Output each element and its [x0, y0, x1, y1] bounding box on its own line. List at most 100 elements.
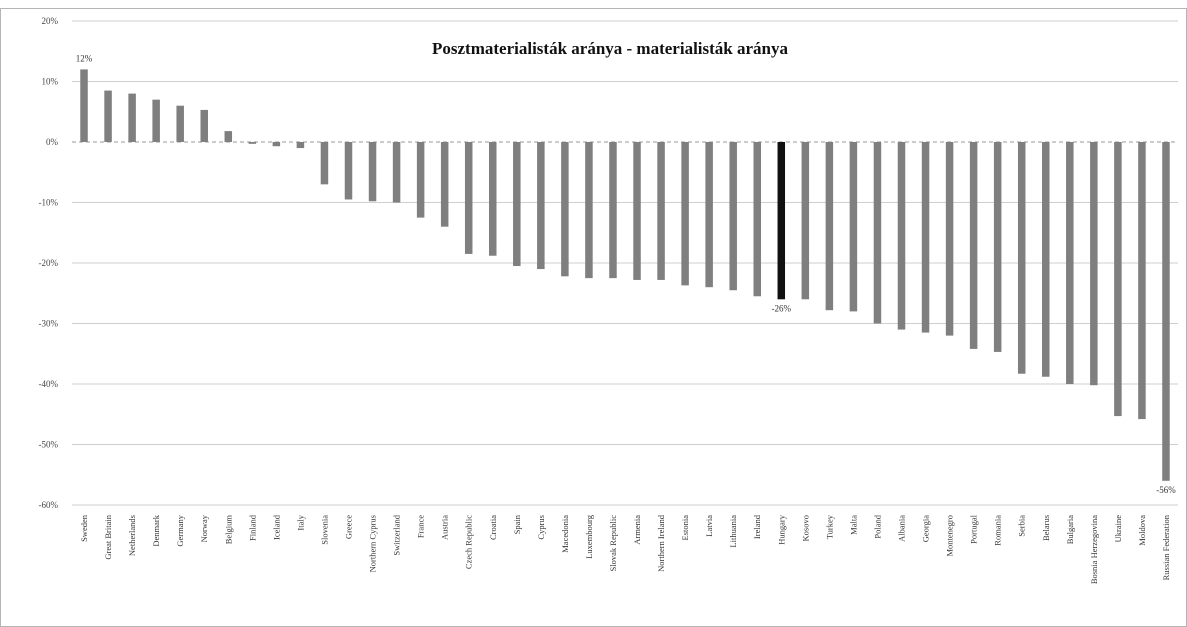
- bar: [296, 142, 305, 149]
- bar: [272, 142, 281, 147]
- y-axis-ticks: 20% 10% 0% -10% -20% -30% -40% -50% -60%: [39, 16, 59, 510]
- bar: [489, 142, 497, 256]
- bar: [801, 142, 810, 300]
- category-label: Turkey: [824, 514, 834, 539]
- category-label: Albania: [897, 515, 907, 542]
- bar: [80, 69, 88, 142]
- bar: [585, 142, 593, 279]
- y-tick-label: -30%: [39, 319, 59, 329]
- bar: [657, 142, 665, 280]
- category-label: Ireland: [752, 514, 762, 539]
- data-label: -56%: [1156, 485, 1176, 495]
- category-label: Norway: [199, 514, 209, 542]
- category-label: Northern Ireland: [656, 514, 666, 572]
- bar: [825, 142, 834, 311]
- category-label: Georgia: [921, 515, 931, 542]
- bar: [777, 142, 786, 300]
- bar: [224, 131, 233, 142]
- bar: [633, 142, 641, 280]
- category-label: Montenegro: [945, 515, 955, 557]
- category-label: Greece: [344, 515, 354, 539]
- y-tick-label: -60%: [39, 500, 59, 510]
- category-label: Spain: [512, 514, 522, 534]
- bar: [945, 142, 954, 336]
- category-label: Ukraine: [1113, 515, 1123, 543]
- bar: [392, 142, 401, 203]
- bar: [1017, 142, 1026, 374]
- category-label: Lithuania: [728, 515, 738, 548]
- category-label: Poland: [872, 514, 882, 538]
- bar: [537, 142, 545, 270]
- y-tick-label: 20%: [42, 16, 59, 26]
- bar: [1138, 142, 1146, 420]
- category-label: Macedonia: [560, 515, 570, 553]
- bar: [152, 99, 160, 142]
- category-label: Belarus: [1041, 515, 1051, 541]
- bar: [1114, 142, 1122, 417]
- data-labels: 12% -26% -56%: [76, 53, 1176, 494]
- category-label: Bosnia Herzegovina: [1089, 515, 1099, 584]
- bar: [705, 142, 713, 288]
- category-label: Estonia: [680, 515, 690, 541]
- gridlines: [72, 20, 1178, 506]
- bar: [104, 90, 112, 142]
- bar: [176, 105, 184, 142]
- bar: [368, 142, 377, 202]
- category-label: Bulgaria: [1065, 515, 1075, 544]
- bar: [849, 142, 858, 312]
- bar: [921, 142, 930, 333]
- y-tick-label: -20%: [39, 258, 59, 268]
- bar: [969, 142, 978, 349]
- bar: [729, 142, 737, 291]
- bar: [609, 142, 617, 279]
- y-tick-label: 0%: [46, 137, 59, 147]
- category-label: Moldova: [1137, 515, 1147, 546]
- bar: [1042, 142, 1050, 377]
- category-label: Portugal: [969, 514, 979, 543]
- category-label: Czech Republic: [464, 515, 474, 569]
- bar: [873, 142, 882, 324]
- category-label: Slovenia: [319, 515, 329, 545]
- category-label: France: [416, 515, 426, 538]
- data-label: -26%: [772, 303, 792, 313]
- category-label: Romania: [993, 515, 1003, 546]
- bar: [344, 142, 353, 200]
- y-tick-label: 10%: [42, 77, 59, 87]
- category-label: Serbia: [1017, 515, 1027, 537]
- category-label: Slovak Republic: [608, 515, 618, 572]
- category-label: Iceland: [271, 514, 281, 540]
- category-label: Switzerland: [392, 514, 402, 555]
- bar: [464, 142, 473, 254]
- y-tick-label: -40%: [39, 379, 59, 389]
- bar: [681, 142, 689, 286]
- bar: [416, 142, 425, 218]
- category-label: Luxembourg: [584, 514, 594, 559]
- chart-title: Posztmaterialisták aránya - materialistá…: [432, 39, 788, 58]
- category-label: Croatia: [488, 515, 498, 540]
- bar: [320, 142, 329, 185]
- bar: [1162, 142, 1170, 481]
- bar: [1090, 142, 1098, 386]
- category-label: Cyprus: [536, 515, 546, 540]
- category-label: Netherlands: [127, 515, 137, 556]
- category-label: Armenia: [632, 515, 642, 545]
- category-label: Germany: [175, 514, 185, 546]
- bar: [200, 109, 208, 142]
- category-label: Belgium: [223, 515, 233, 545]
- bar: [753, 142, 761, 297]
- category-label: Sweden: [79, 514, 89, 542]
- category-label: Malta: [848, 515, 858, 535]
- category-label: Kosovo: [800, 515, 810, 541]
- y-tick-label: -50%: [39, 440, 59, 450]
- category-label: Finland: [247, 514, 257, 541]
- bar: [993, 142, 1002, 352]
- category-label: Italy: [295, 514, 305, 530]
- category-label: Hungary: [776, 514, 786, 544]
- category-labels: Sweden Great Britain Netherlands Denmark Ger…: [79, 514, 1171, 584]
- bar: [513, 142, 521, 267]
- bar: [1066, 142, 1074, 384]
- data-label: 12%: [76, 53, 93, 63]
- bars: [80, 69, 1170, 481]
